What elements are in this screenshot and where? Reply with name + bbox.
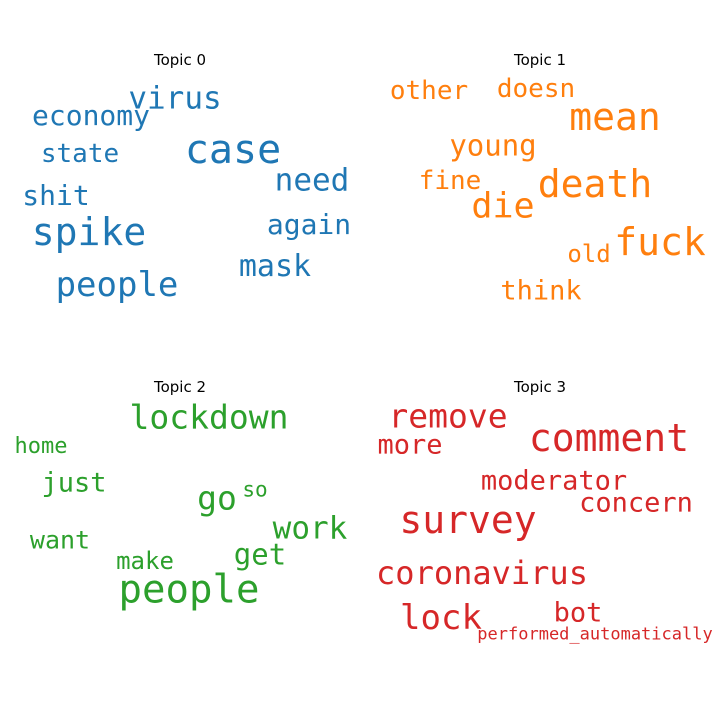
cloud-word: other — [389, 76, 469, 106]
cloud-word: young — [449, 128, 537, 163]
topic-panel-1: Topic 1 fuck death mean die young doesn other fi… — [360, 0, 720, 360]
cloud-word: performed_automatically — [477, 624, 713, 645]
cloud-word: doesn — [496, 74, 576, 104]
cloud-word: work — [272, 510, 348, 547]
cloud-word: moderator — [480, 465, 628, 497]
cloud-word: lockdown — [129, 397, 289, 437]
cloud-word: want — [29, 525, 91, 555]
cloud-word: shit — [22, 179, 90, 212]
cloud-word: case — [184, 127, 282, 173]
panel-title: Topic 3 — [513, 378, 567, 396]
cloud-word: just — [41, 467, 107, 499]
cloud-word: people — [118, 567, 260, 613]
cloud-word: go — [197, 478, 237, 518]
panel-title: Topic 0 — [153, 51, 207, 69]
cloud-word: remove — [388, 396, 508, 436]
cloud-word: coronavirus — [376, 554, 588, 592]
cloud-word: fuck — [614, 220, 706, 264]
cloud-word: spike — [31, 210, 147, 254]
cloud-word: virus — [128, 80, 222, 117]
cloud-word: concern — [579, 487, 693, 519]
cloud-word: home — [14, 434, 68, 459]
cloud-word: lock — [400, 598, 482, 638]
cloud-word: economy — [31, 99, 151, 132]
cloud-word: comment — [528, 416, 690, 460]
cloud-word: survey — [399, 498, 537, 542]
panel-title: Topic 2 — [153, 378, 207, 396]
panel-title: Topic 1 — [513, 51, 567, 69]
cloud-word: old — [567, 240, 611, 268]
cloud-word: bot — [553, 597, 603, 629]
cloud-word: people — [55, 265, 179, 305]
cloud-word: so — [242, 477, 268, 502]
topic-panel-0: Topic 0 case spike people virus need economy ag… — [0, 0, 360, 360]
cloud-word: death — [537, 162, 653, 206]
cloud-word: get — [233, 537, 287, 572]
topic-panel-3: Topic 3 comment survey coronavirus remove mod… — [360, 327, 720, 687]
topic-panel-2: Topic 2 people lockdown work go get just want ma… — [0, 327, 360, 687]
cloud-word: think — [500, 275, 582, 307]
cloud-word: state — [40, 139, 120, 169]
cloud-word: again — [266, 208, 352, 241]
cloud-word: fine — [418, 166, 482, 196]
cloud-word: make — [116, 547, 174, 575]
cloud-word: mean — [569, 95, 661, 139]
cloud-word: die — [471, 186, 535, 227]
cloud-word: more — [377, 429, 443, 461]
cloud-word: need — [274, 162, 350, 199]
cloud-word: mask — [238, 249, 312, 284]
